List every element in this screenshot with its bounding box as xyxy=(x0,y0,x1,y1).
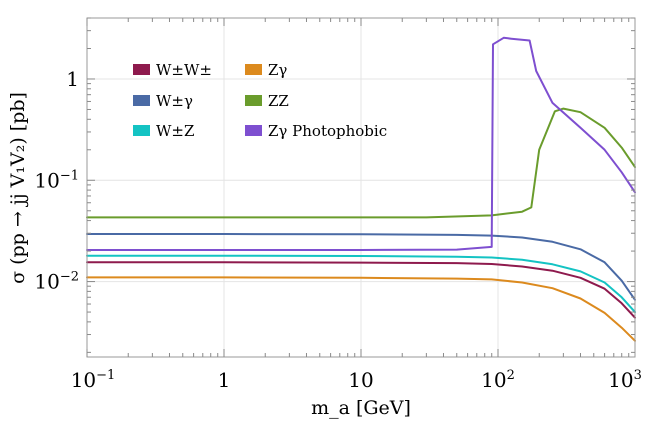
y-tick-label: 1 xyxy=(66,67,79,91)
legend-item: W±γ xyxy=(133,92,193,110)
legend-swatch xyxy=(245,125,262,136)
legend-item: ZZ xyxy=(245,92,289,110)
legend-item: W±W± xyxy=(133,61,212,79)
x-tick-label: 103 xyxy=(608,368,642,392)
series-line-z-photophobic xyxy=(86,36,636,251)
series-line-w-z xyxy=(86,254,636,314)
tick-labels: 10−1 1 10 102 103 10−2 10−1 1 xyxy=(34,67,641,392)
legend-label: W±Z xyxy=(156,122,194,140)
axis-ticks xyxy=(86,17,635,357)
y-tick-label: 10−2 xyxy=(34,270,79,294)
series-lines xyxy=(86,36,636,342)
legend-item: W±Z xyxy=(133,122,194,140)
legend-swatch xyxy=(245,95,262,106)
legend: W±W± W±γ W±Z Zγ ZZ Zγ Photophobic xyxy=(133,61,387,140)
x-tick-label: 1 xyxy=(218,368,231,392)
y-tick-label: 10−1 xyxy=(34,168,79,192)
legend-label: ZZ xyxy=(268,92,289,110)
legend-label: Zγ Photophobic xyxy=(268,122,387,140)
legend-label: W±γ xyxy=(156,92,193,110)
series-line-z xyxy=(86,276,636,342)
x-tick-label: 10−1 xyxy=(71,368,116,392)
legend-label: Zγ xyxy=(268,61,287,79)
legend-item: Zγ xyxy=(245,61,287,79)
series-line-zz xyxy=(86,107,636,219)
series-line-w-w xyxy=(86,261,636,319)
series-line-w xyxy=(86,233,636,301)
legend-item: Zγ Photophobic xyxy=(245,122,387,140)
legend-swatch xyxy=(133,125,150,136)
x-tick-label: 10 xyxy=(348,368,373,392)
x-axis-label: m_a [GeV] xyxy=(311,397,411,419)
y-axis-label: σ (pp → jj V₁V₂) [pb] xyxy=(7,92,29,284)
legend-swatch xyxy=(133,64,150,75)
legend-label: W±W± xyxy=(156,61,212,79)
x-tick-label: 102 xyxy=(481,368,515,392)
legend-swatch xyxy=(133,95,150,106)
legend-swatch xyxy=(245,64,262,75)
